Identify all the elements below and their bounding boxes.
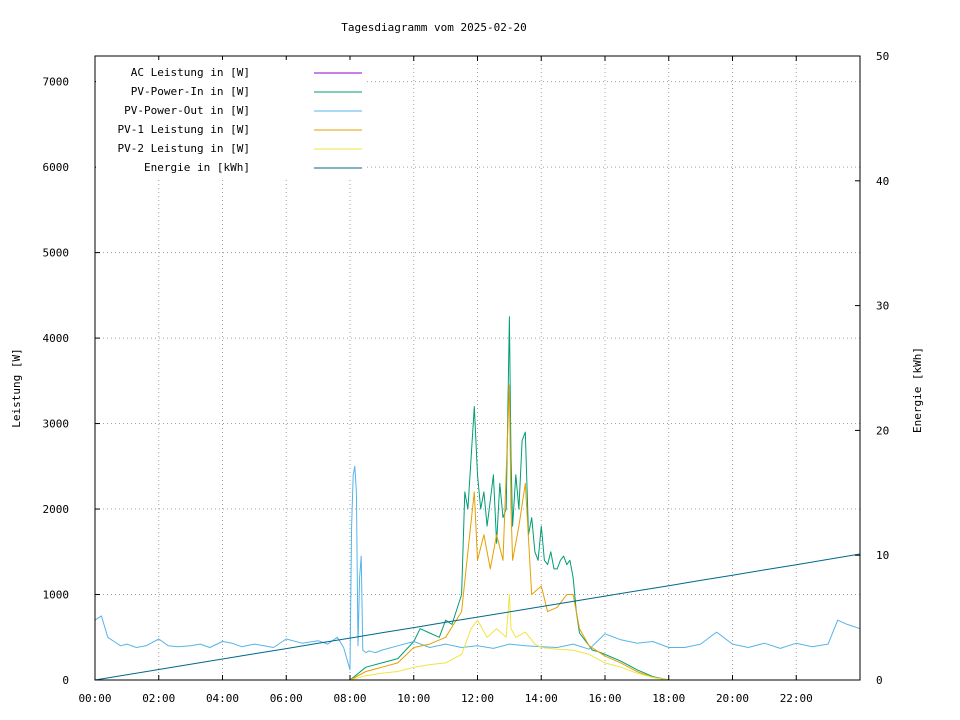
x-axis-ticks: 00:00 02:00 04:00 06:00 08:00 10:00 12:00 14:00… <box>78 56 813 705</box>
x-tick-label: 20:00 <box>716 692 749 705</box>
legend: AC Leistung in [W] PV-Power-In in [W] PV-P… <box>96 60 366 180</box>
legend-background <box>96 60 366 180</box>
series-line-1 <box>349 316 669 681</box>
y-tick-label: 0 <box>62 674 69 687</box>
y-tick-label: 4000 <box>43 332 70 345</box>
legend-entry-label: PV-Power-Out in [W] <box>124 104 250 117</box>
x-tick-label: 10:00 <box>397 692 430 705</box>
legend-entry-label: Energie in [kWh] <box>144 161 250 174</box>
y2-tick-label: 40 <box>876 175 889 188</box>
y-tick-label: 3000 <box>43 418 70 431</box>
y-tick-label: 1000 <box>43 589 70 602</box>
x-tick-label: 18:00 <box>652 692 685 705</box>
chart-title: Tagesdiagramm vom 2025-02-20 <box>341 21 526 34</box>
x-tick-label: 00:00 <box>78 692 111 705</box>
x-tick-label: 06:00 <box>270 692 303 705</box>
y-axis-label: Leistung [W] <box>10 348 23 427</box>
legend-entry-label: PV-1 Leistung in [W] <box>118 123 250 136</box>
series-line-5 <box>94 553 861 681</box>
y2-tick-label: 10 <box>876 549 889 562</box>
y2-axis-label: Energie [kWh] <box>911 347 924 433</box>
x-tick-label: 02:00 <box>142 692 175 705</box>
x-tick-label: 04:00 <box>206 692 239 705</box>
x-tick-label: 08:00 <box>333 692 366 705</box>
series-line-2 <box>94 465 861 671</box>
x-tick-label: 22:00 <box>780 692 813 705</box>
x-tick-label: 16:00 <box>588 692 621 705</box>
y-axis-ticks: 0 1000 2000 3000 4000 5000 6000 7000 <box>43 76 100 687</box>
legend-entry-label: PV-Power-In in [W] <box>131 85 250 98</box>
y2-axis-ticks: 0 10 20 30 40 50 <box>855 50 889 687</box>
series-layer <box>94 316 861 681</box>
series-line-4 <box>349 594 669 681</box>
y2-tick-label: 50 <box>876 50 889 63</box>
series-line-3 <box>349 384 669 681</box>
legend-entry-label: PV-2 Leistung in [W] <box>118 142 250 155</box>
legend-entry-label: AC Leistung in [W] <box>131 66 250 79</box>
y-tick-label: 5000 <box>43 247 70 260</box>
y2-tick-label: 30 <box>876 300 889 313</box>
y-tick-label: 6000 <box>43 161 70 174</box>
x-tick-label: 14:00 <box>525 692 558 705</box>
y2-tick-label: 0 <box>876 674 883 687</box>
y2-tick-label: 20 <box>876 424 889 437</box>
y-tick-label: 2000 <box>43 503 70 516</box>
y-tick-label: 7000 <box>43 76 70 89</box>
x-tick-label: 12:00 <box>461 692 494 705</box>
